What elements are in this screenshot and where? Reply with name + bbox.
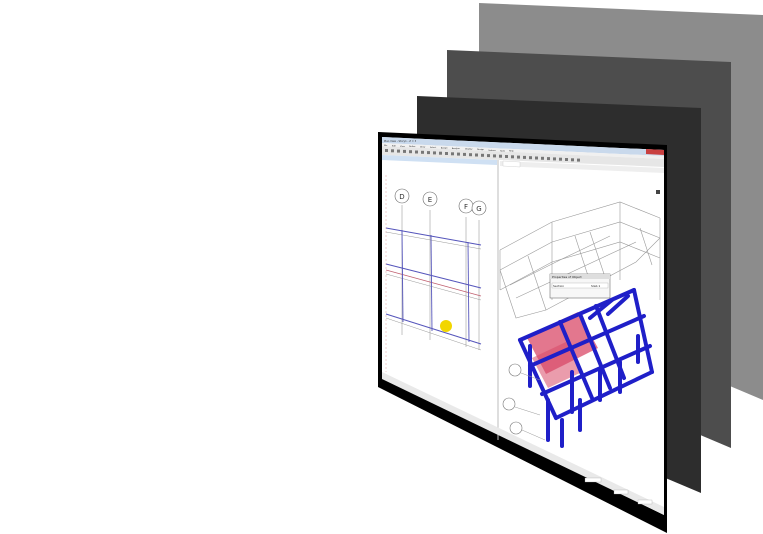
toolbar-button[interactable]	[553, 157, 556, 161]
svg-text:E: E	[428, 196, 432, 204]
toolbar-button[interactable]	[535, 156, 538, 160]
toolbar-button[interactable]	[439, 151, 442, 155]
popup-title: Properties of Object	[552, 275, 583, 279]
popup-row-value: Slab 1	[591, 284, 600, 288]
menu-analyze[interactable]: Analyze	[452, 147, 461, 150]
toolbar-button[interactable]	[409, 150, 412, 154]
toolbar	[382, 146, 664, 167]
left-view-tab-strip[interactable]	[382, 155, 497, 165]
toolbar-button[interactable]	[415, 150, 418, 154]
menu-select[interactable]: Select	[430, 146, 436, 149]
grid-bubble-3d	[508, 363, 522, 377]
beam-line	[385, 269, 482, 297]
beam-line	[385, 273, 482, 301]
right-view-tab[interactable]	[502, 160, 521, 168]
toolbar-button[interactable]	[481, 153, 484, 157]
menu-options[interactable]: Options	[488, 149, 496, 152]
toolbar-button[interactable]	[457, 152, 460, 156]
menu-help[interactable]: Help	[509, 151, 514, 153]
grid-bubble-d: D	[394, 188, 410, 204]
toolbar-button[interactable]	[391, 149, 394, 153]
toolbar-button[interactable]	[499, 154, 502, 158]
status-dropdown[interactable]	[637, 499, 653, 505]
column-line	[430, 234, 433, 332]
menu-edit[interactable]: Edit	[392, 144, 396, 147]
toolbar-button[interactable]	[517, 155, 520, 159]
window-controls[interactable]	[646, 149, 664, 155]
toolbar-button[interactable]	[571, 158, 574, 162]
properties-popup[interactable]: Properties of Object Section Slab 1	[549, 273, 611, 299]
svg-text:G: G	[476, 205, 481, 213]
grid-bubble-3d	[509, 421, 523, 435]
toolbar-button[interactable]	[487, 154, 490, 158]
beam-line	[385, 317, 482, 351]
toolbar-button[interactable]	[427, 151, 430, 155]
column-line	[467, 241, 470, 343]
toolbar-button[interactable]	[451, 152, 454, 156]
selection-marker[interactable]	[440, 320, 452, 332]
toolbar-button[interactable]	[511, 155, 514, 159]
menu-assign[interactable]: Assign	[441, 147, 448, 150]
grid-bubble-e: E	[422, 191, 438, 207]
screen-surface	[382, 137, 664, 515]
menu-bar: File Edit View Define Draw Select Assign…	[382, 143, 664, 159]
toolbar-button[interactable]	[523, 155, 526, 159]
right-view-tab-strip[interactable]	[500, 161, 664, 173]
toolbar-button[interactable]	[403, 149, 406, 153]
toolbar-button[interactable]	[469, 153, 472, 157]
toolbar-button[interactable]	[529, 156, 532, 160]
toolbar-button[interactable]	[559, 157, 562, 161]
beam-line	[385, 313, 482, 345]
plan-view: D E F G	[385, 175, 487, 372]
toolbar-button[interactable]	[577, 158, 580, 162]
svg-text:F: F	[464, 203, 468, 211]
status-dropdown[interactable]	[613, 489, 629, 495]
svg-text:Plan View - Story1 - Z = 3: Plan View - Story1 - Z = 3	[384, 139, 417, 143]
grid-bubble-f: F	[458, 198, 474, 214]
menu-tools[interactable]: Tools	[500, 150, 505, 152]
status-bar	[382, 372, 664, 515]
beam-line	[385, 263, 482, 289]
toolbar-button[interactable]	[547, 157, 550, 161]
menu-display[interactable]: Display	[465, 149, 473, 151]
menu-file[interactable]: File	[384, 145, 388, 147]
grid-bubble-3d	[502, 397, 516, 411]
toolbar-button[interactable]	[445, 152, 448, 155]
slab-panel[interactable]	[532, 342, 582, 388]
menu-draw[interactable]: Draw	[420, 146, 426, 149]
toolbar-button[interactable]	[565, 158, 568, 161]
toolbar-button[interactable]	[475, 153, 478, 157]
menu-define[interactable]: Define	[409, 146, 416, 148]
toolbar-button[interactable]	[493, 154, 496, 158]
toolbar-button[interactable]	[385, 149, 388, 152]
toolbar-button[interactable]	[397, 149, 400, 153]
view-close-icon[interactable]	[656, 190, 660, 194]
title-bar	[382, 137, 664, 156]
toolbar-button[interactable]	[421, 150, 424, 154]
toolbar-button[interactable]	[541, 156, 544, 160]
three-d-view: Properties of Object Section Slab 1	[499, 201, 661, 448]
toolbar-button[interactable]	[433, 151, 436, 155]
menu-view[interactable]: View	[400, 146, 405, 148]
grid-bubble-g: G	[471, 200, 487, 216]
status-dropdown[interactable]	[584, 477, 602, 483]
popup-row-label: Section	[553, 284, 564, 288]
column-line	[401, 229, 404, 323]
toolbar-button[interactable]	[505, 155, 508, 158]
svg-text:D: D	[399, 193, 404, 201]
menu-design[interactable]: Design	[477, 149, 485, 151]
toolbar-button[interactable]	[463, 152, 466, 156]
